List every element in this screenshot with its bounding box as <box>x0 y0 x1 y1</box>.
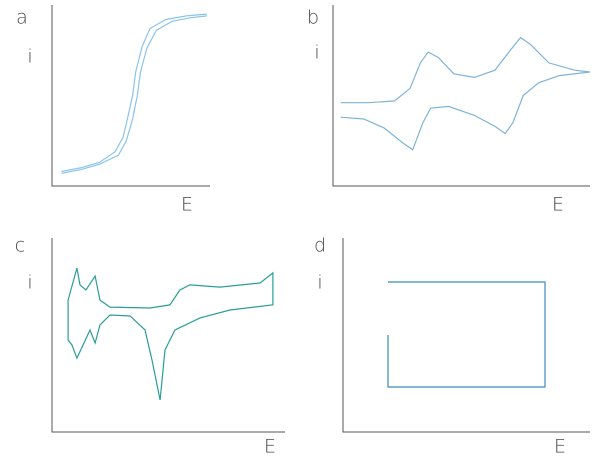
panel-label: b <box>307 7 319 29</box>
axes <box>342 238 590 433</box>
y-axis-label: i <box>314 42 319 64</box>
panel-label: c <box>15 235 25 257</box>
y-axis-label: i <box>27 272 32 294</box>
axes <box>51 5 210 187</box>
x-axis-label: E <box>181 194 193 216</box>
curve <box>61 13 207 173</box>
x-axis-label: E <box>264 436 276 458</box>
panel-label: a <box>16 7 28 29</box>
y-axis-label: i <box>27 46 32 68</box>
x-axis-label: E <box>554 436 566 458</box>
x-axis-label: E <box>552 194 564 216</box>
curve <box>387 281 546 388</box>
axes <box>51 238 285 433</box>
curve <box>340 36 591 151</box>
y-axis-label: i <box>317 272 322 294</box>
panel-label: d <box>314 235 326 257</box>
axes <box>332 5 590 187</box>
curve <box>61 15 207 174</box>
curve <box>67 267 274 401</box>
